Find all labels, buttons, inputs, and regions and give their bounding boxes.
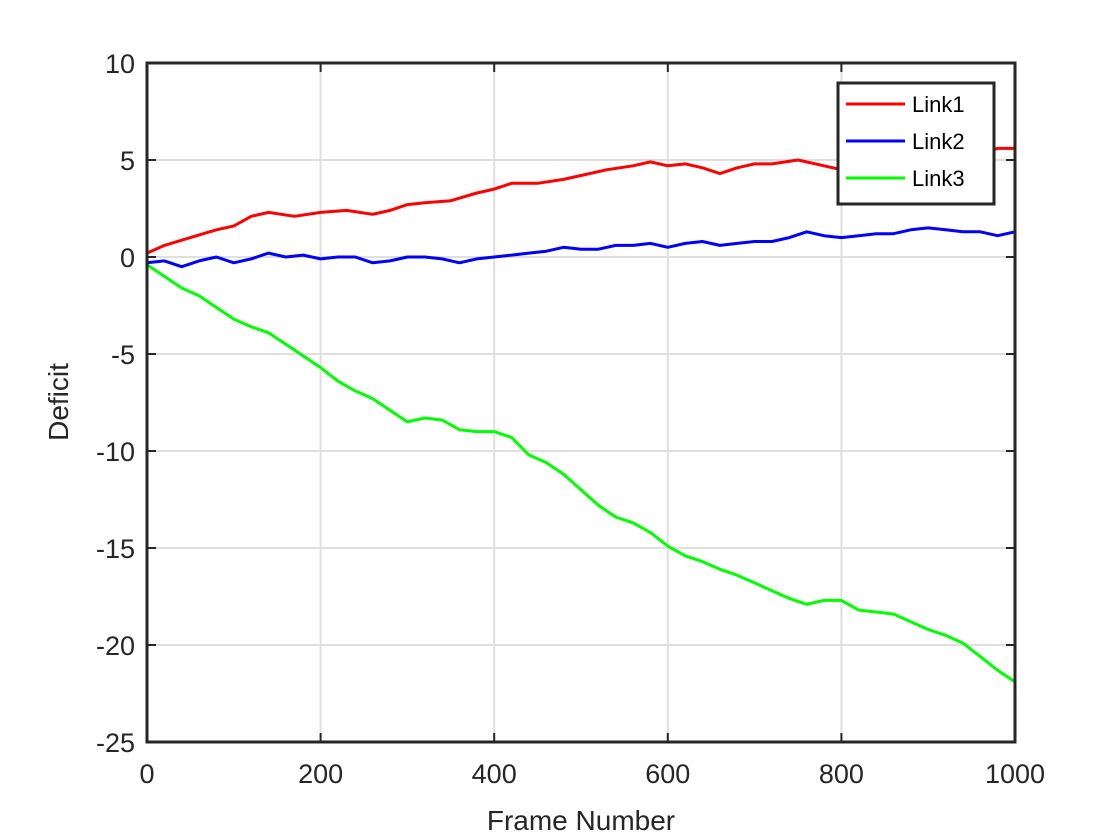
x-tick-label: 800 <box>819 759 864 789</box>
y-tick-label: -25 <box>96 728 135 758</box>
x-tick-label: 200 <box>298 759 343 789</box>
x-tick-label: 0 <box>139 759 154 789</box>
y-tick-label: -5 <box>111 340 135 370</box>
series-link2-line <box>145 226 1017 269</box>
x-tick-label: 400 <box>472 759 517 789</box>
legend-entries: Link1 Link2 Link3 <box>846 92 965 191</box>
y-tick-label: -20 <box>96 631 135 661</box>
y-tick-labels: -25 -20 -15 -10 -5 0 5 10 <box>96 49 135 758</box>
y-tick-label: -15 <box>96 534 135 564</box>
x-axis-label: Frame Number <box>487 805 675 836</box>
legend-label-link1: Link1 <box>912 92 965 117</box>
legend-label-link3: Link3 <box>912 166 965 191</box>
y-axis-label: Deficit <box>43 363 74 441</box>
y-tick-label: 0 <box>120 243 135 273</box>
x-tick-labels: 0 200 400 600 800 1000 <box>139 759 1045 789</box>
x-tick-label: 600 <box>645 759 690 789</box>
y-tick-label: -10 <box>96 437 135 467</box>
axis-ticks <box>146 62 1016 743</box>
grid-lines <box>147 63 1015 742</box>
x-tick-label: 1000 <box>985 759 1045 789</box>
legend: Link1 Link2 Link3 <box>836 81 996 206</box>
axes-frame <box>145 61 1017 744</box>
y-tick-label: 5 <box>120 146 135 176</box>
legend-label-link2: Link2 <box>912 129 965 154</box>
y-tick-label: 10 <box>105 49 135 79</box>
series-link3-line <box>145 263 1017 684</box>
